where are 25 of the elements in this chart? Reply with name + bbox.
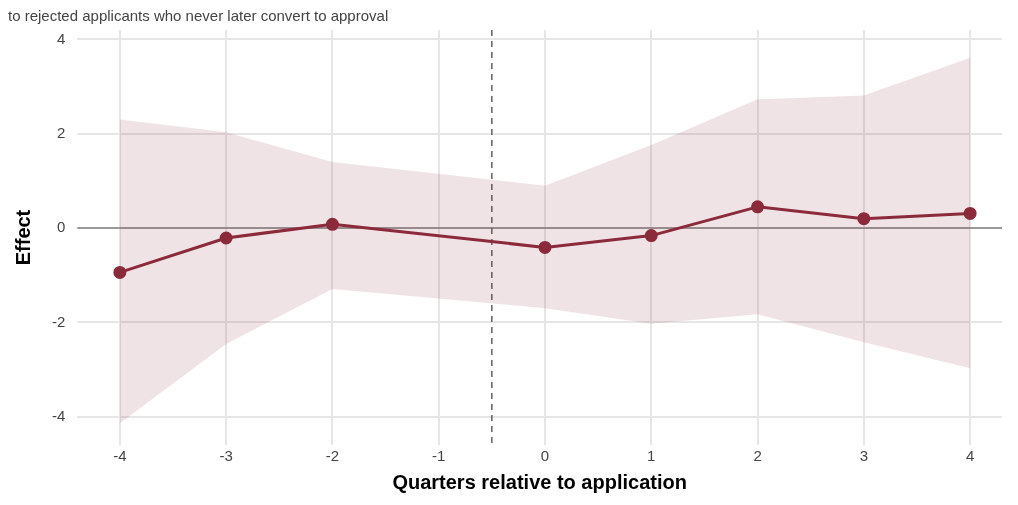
x-tick-label: -4 <box>113 447 127 465</box>
x-tick-label: 3 <box>859 447 868 465</box>
chart-subtitle: to rejected applicants who never later convert to approval <box>8 7 389 25</box>
y-tick-label: -4 <box>51 406 66 424</box>
point <box>963 206 977 220</box>
point <box>644 229 658 243</box>
y-axis-title: Effect <box>11 209 34 266</box>
y-tick-label: 4 <box>56 29 66 47</box>
y-tick-label: -2 <box>51 312 66 330</box>
point <box>219 231 233 245</box>
point <box>538 240 552 254</box>
y-tick-label: 0 <box>56 218 66 236</box>
x-tick-label: -3 <box>219 447 233 465</box>
y-tick-label: 2 <box>56 123 66 141</box>
point <box>857 212 871 226</box>
point <box>113 265 127 279</box>
x-tick-label: 4 <box>965 447 975 465</box>
x-tick-label: -1 <box>432 447 446 465</box>
x-tick-label: -2 <box>325 447 340 465</box>
x-axis-title: Quarters relative to application <box>392 470 687 493</box>
x-tick-label: 1 <box>647 447 656 465</box>
x-tick-label: 0 <box>540 447 550 465</box>
point <box>325 217 339 231</box>
x-tick-label: 2 <box>753 447 762 465</box>
point <box>751 200 765 214</box>
